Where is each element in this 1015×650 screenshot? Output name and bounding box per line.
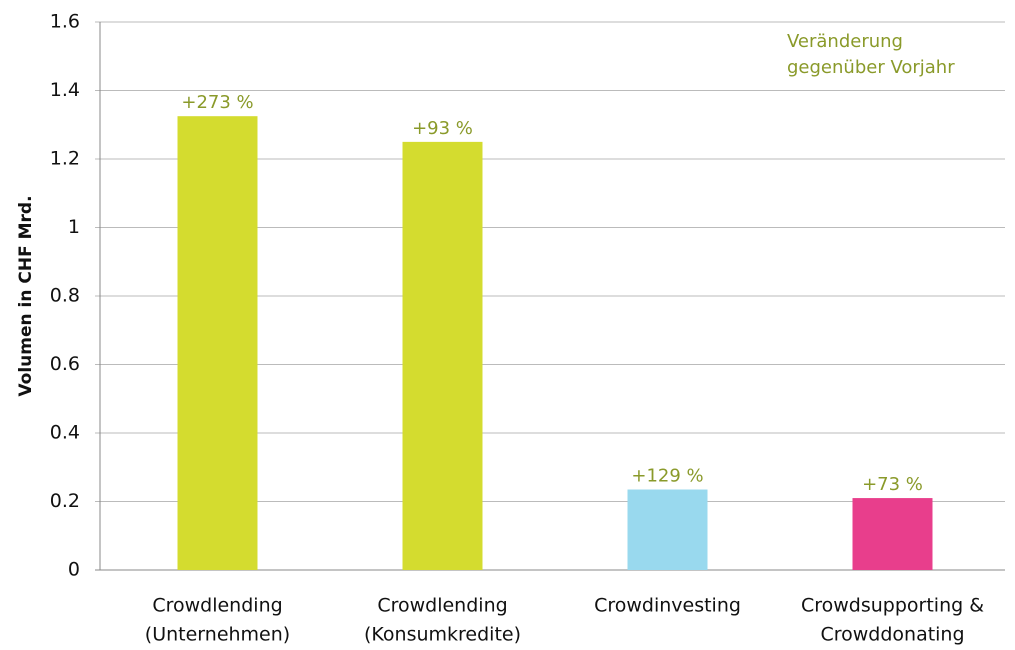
bar <box>402 141 483 570</box>
bar <box>177 116 258 570</box>
note: Veränderung <box>787 31 903 52</box>
y-tick-label: 1 <box>68 216 80 238</box>
change-label: +73 % <box>862 474 923 495</box>
y-tick-label: 0.8 <box>50 285 80 307</box>
y-tick-label: 0 <box>68 559 80 581</box>
x-tick-label: Crowdlending <box>152 595 282 617</box>
x-tick-label: Crowdinvesting <box>594 595 741 617</box>
y-tick-label: 0.6 <box>50 353 80 375</box>
bar <box>627 489 708 570</box>
x-tick-label: Crowddonating <box>820 624 964 646</box>
x-tick-label: (Konsumkredite) <box>364 624 521 646</box>
y-tick-label: 1.6 <box>50 11 80 33</box>
change-label: +273 % <box>181 92 253 113</box>
x-tick-label: Crowdsupporting & <box>801 595 984 617</box>
x-tick-label: Crowdlending <box>377 595 507 617</box>
bar <box>852 498 933 570</box>
y-tick-label: 0.4 <box>50 422 80 444</box>
y-tick-label: 1.4 <box>50 79 80 101</box>
x-tick-label: (Unternehmen) <box>145 624 290 646</box>
y-tick-label: 1.2 <box>50 148 80 170</box>
change-label: +93 % <box>412 118 473 139</box>
y-tick-label: 0.2 <box>50 490 80 512</box>
note: gegenüber Vorjahr <box>787 57 955 78</box>
change-label: +129 % <box>631 466 703 487</box>
y-axis-label: Volumen in CHF Mrd. <box>16 195 36 396</box>
